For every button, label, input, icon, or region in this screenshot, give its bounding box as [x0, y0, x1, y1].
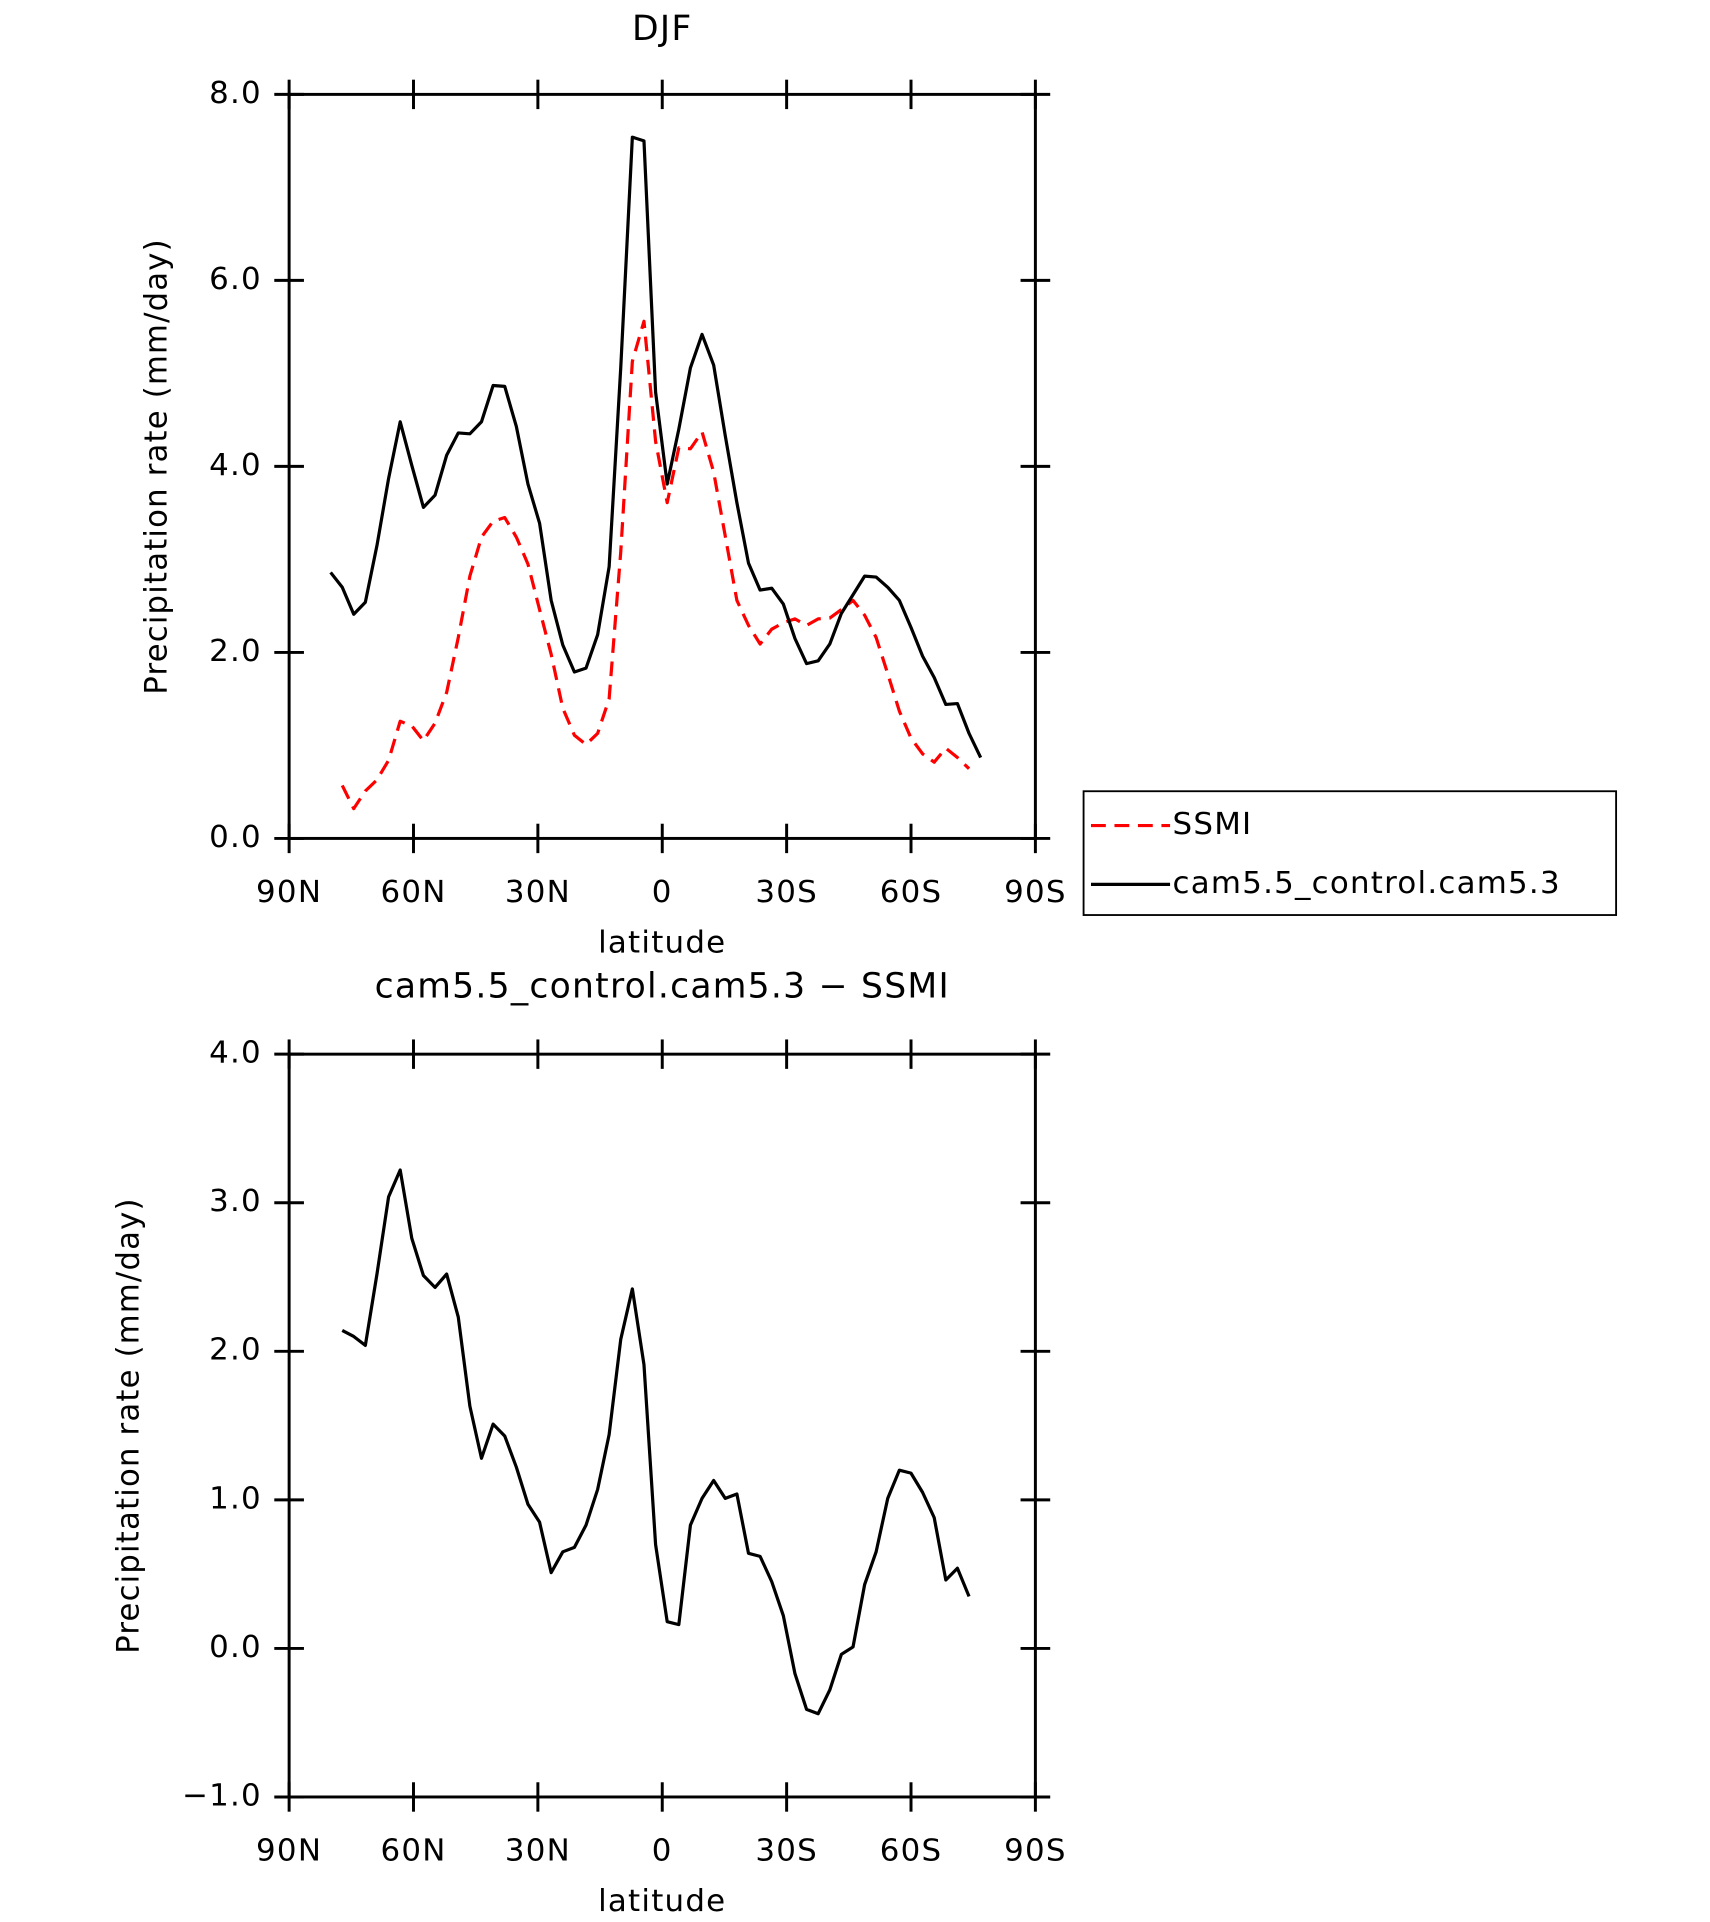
x-tick-label: 30S [755, 1833, 818, 1869]
y-axis-label: Precipitation rate (mm/day) [139, 238, 175, 694]
x-tick-label: 0 [652, 1833, 673, 1869]
x-tick-label: 90S [1004, 874, 1067, 910]
plot-frame [287, 92, 1037, 840]
y-tick-label: 4.0 [209, 447, 262, 483]
x-tick-label: 30N [505, 1833, 571, 1869]
data-line [341, 1168, 971, 1716]
y-tick-label: 1.0 [209, 1480, 262, 1516]
x-tick-label: 60S [880, 1833, 943, 1869]
x-tick-label: 30N [505, 874, 571, 910]
y-tick-label: 8.0 [209, 75, 262, 111]
y-tick-label: 0.0 [209, 1629, 262, 1665]
x-tick-label: 90S [1004, 1833, 1067, 1869]
legend: SSMI cam5.5_control.cam5.3 [1082, 790, 1618, 916]
x-tick-label: 60N [380, 1833, 446, 1869]
y-tick-label: 3.0 [209, 1183, 262, 1219]
y-axis-label: Precipitation rate (mm/day) [110, 1197, 146, 1653]
x-tick-label: 60S [880, 874, 943, 910]
chart-title: cam5.5_control.cam5.3 − SSMI [375, 967, 950, 1007]
x-tick-label: 90N [256, 1833, 322, 1869]
x-tick-label: 60N [380, 874, 446, 910]
legend-box [1082, 790, 1618, 916]
y-tick-label: 2.0 [209, 1332, 262, 1368]
y-tick-label: 0.0 [209, 819, 262, 855]
legend-label: cam5.5_control.cam5.3 [1173, 865, 1561, 901]
x-axis-label: latitude [598, 924, 726, 960]
plot-frame [287, 1052, 1037, 1799]
data-line [340, 319, 971, 811]
x-tick-label: 90N [256, 874, 322, 910]
x-tick-label: 0 [652, 874, 673, 910]
data-line [329, 135, 983, 759]
y-tick-label: 4.0 [209, 1035, 262, 1071]
y-tick-label: 2.0 [209, 633, 262, 669]
y-tick-label: 6.0 [209, 261, 262, 297]
x-tick-label: 30S [755, 874, 818, 910]
chart-title: DJF [632, 9, 692, 49]
y-tick-label: −1.0 [182, 1778, 262, 1814]
x-axis-label: latitude [598, 1883, 726, 1919]
legend-label: SSMI [1173, 806, 1253, 842]
